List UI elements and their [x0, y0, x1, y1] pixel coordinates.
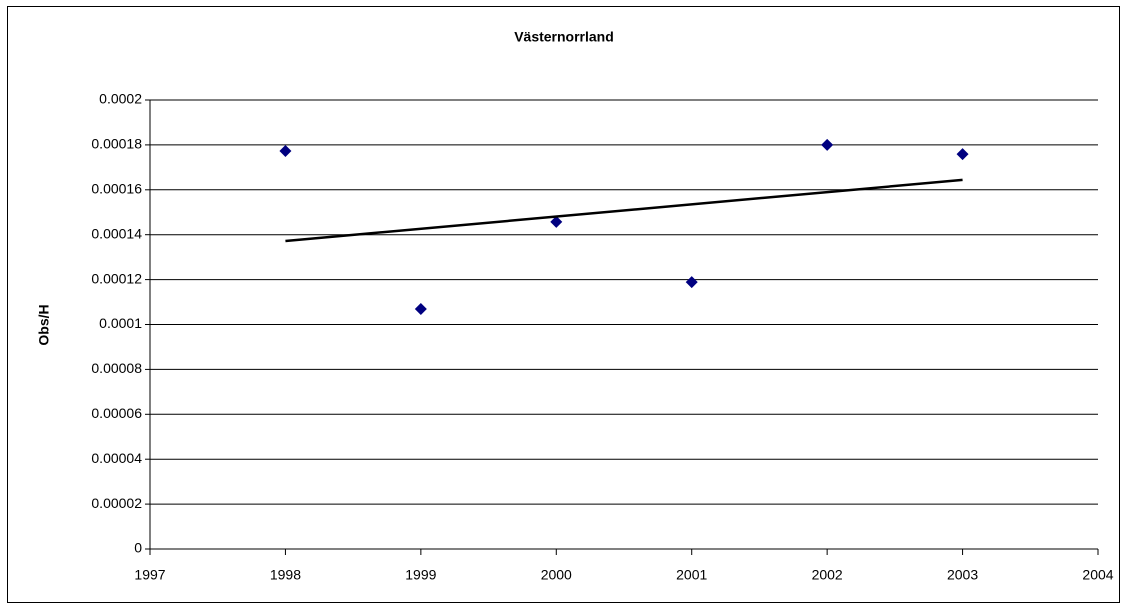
x-tick-label: 2004 — [1082, 567, 1113, 583]
y-tick-label: 0.00006 — [91, 405, 142, 421]
x-tick-label: 2003 — [947, 567, 978, 583]
y-tick-label: 0.00008 — [91, 360, 142, 376]
x-tick-label: 1997 — [134, 567, 165, 583]
x-tick-label: 2002 — [812, 567, 843, 583]
y-tick-label: 0.0001 — [99, 315, 142, 331]
y-tick-label: 0.00002 — [91, 495, 142, 511]
data-point — [414, 303, 427, 316]
x-tick-label: 1998 — [270, 567, 301, 583]
x-tick-label: 1999 — [405, 567, 436, 583]
y-tick-label: 0.00012 — [91, 270, 142, 286]
y-tick-label: 0.00016 — [91, 181, 142, 197]
x-tick-label: 2001 — [676, 567, 707, 583]
data-point — [956, 148, 969, 161]
y-tick-label: 0 — [134, 540, 142, 556]
data-point — [550, 215, 563, 228]
data-point — [279, 144, 292, 157]
y-tick-label: 0.00018 — [91, 136, 142, 152]
trendline — [285, 178, 963, 243]
data-point — [821, 138, 834, 151]
data-point — [685, 276, 698, 289]
y-tick-label: 0.00014 — [91, 225, 142, 241]
chart-title: Västernorrland — [514, 29, 614, 45]
y-axis-label: Obs/H — [36, 304, 52, 345]
y-tick-label: 0.0002 — [99, 91, 142, 107]
chart-border — [7, 6, 1120, 603]
x-tick-label: 2000 — [541, 567, 572, 583]
y-tick-label: 0.00004 — [91, 450, 142, 466]
